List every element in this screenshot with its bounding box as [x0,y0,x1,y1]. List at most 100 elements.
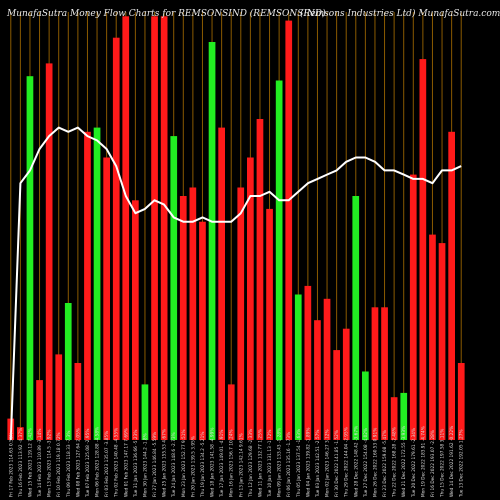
x-tick-label: Fri 23 Dec 2022 159.08 -5.47% [382,430,388,497]
money-flow-bar [429,234,436,440]
money-flow-bar [275,80,283,440]
x-tick-label: Mon 06 Feb 2023 128.88 -4.58% [95,427,101,497]
x-tick-label: Wed 01 Feb 2023 147.17 7.69% [123,428,129,497]
money-flow-bar [64,303,72,440]
x-tick-label: Mon 23 Jan 2023 152.77 9.51% [181,429,187,497]
money-flow-bar [266,208,273,440]
x-tick-label: Wed 04 Jan 2023 139.82 -1.89% [305,428,311,497]
money-flow-bar [84,131,91,441]
x-tick-label: Mon 26 Dec 2022 160.53 0.91% [373,428,379,497]
money-flow-bar [409,174,417,440]
x-tick-label: Wed 11 Jan 2023 132.77 1.25% [258,429,264,497]
x-tick-label: Thu 02 Feb 2023 140.48 -4.55% [114,428,120,498]
x-tick-label: Thu 22 Dec 2022 168.28 -2.48% [392,427,398,498]
money-flow-bar [45,63,53,441]
x-tick-label: Thu 09 Feb 2023 118.33 -7.3% [66,431,72,498]
x-tick-label: Wed 21 Dec 2022 172.55 -3.93% [401,426,407,497]
x-tick-label: Wed 18 Jan 2023 141.58 -4.99% [210,428,216,497]
money-flow-bar [151,16,158,441]
x-tick-label: Mon 09 Jan 2023 133.43 -1.28% [277,428,283,497]
x-tick-label: Wed 28 Dec 2022 148.42 -3.67% [353,426,359,497]
x-tick-label: Fri 10 Feb 2023 119.18 0.72% [56,432,62,497]
money-flow-bar [179,196,187,440]
chart-subtitle: (Remsons Industries Ltd) MunafaSutra.com [300,9,500,19]
bar-series [7,16,465,441]
x-tick-label: Mon 16 Jan 2023 156.7 10.24% [229,429,235,497]
money-flow-bar [294,294,302,440]
money-flow-bar [122,16,130,441]
x-tick-label: Mon 02 Jan 2023 146.27 3.12% [325,429,331,497]
x-tick-label: Thu 19 Jan 2023 134.2 -5.21% [200,432,206,498]
money-flow-bar [304,285,312,440]
money-flow-bar [371,307,379,440]
money-flow-bar [55,354,63,440]
x-tick-label: Mon 19 Dec 2022 183.91 -4.74% [420,426,426,497]
x-tick-label: Wed 14 Dec 2022 191.62 -0.22% [449,426,455,497]
money-flow-bar [218,127,225,440]
x-tick-label: Thu 15 Dec 2022 197.58 3.11% [440,429,446,498]
money-flow-bar [132,200,139,440]
x-tick-label: Tue 24 Jan 2023 148.6 -2.73% [171,432,177,498]
money-flow-bar [256,119,264,440]
money-flow-bar [74,363,82,440]
x-tick-label: Tue 27 Dec 2022 154.08 -4.02% [363,428,369,498]
x-tick-label: Fri 16 Dec 2022 193.07 -2.28% [430,430,436,497]
money-flow-bar [170,136,178,440]
money-flow-bar [457,363,465,440]
money-flow-bar [400,392,408,440]
chart-title: MunafaSutra Money Flow Charts for REMSON… [7,9,326,19]
money-flow-bar [419,59,427,440]
x-tick-label: Mon 13 Feb 2023 114.5 -3.92% [47,430,53,497]
x-tick-label: Fri 27 Jan 2023 146.84 -5.59% [152,432,158,497]
money-flow-bar [285,20,293,440]
money-flow-bar [342,328,350,440]
x-tick-label: Fri 03 Feb 2023 135.07 -3.85% [104,431,110,497]
money-flow-bar [17,427,24,440]
money-flow-bar [390,397,398,440]
money-flow-line-path [9,126,462,441]
money-flow-bar [333,350,340,440]
x-tick-label: Thu 12 Jan 2023 129.68 -2.33% [248,429,254,498]
money-flow-bar [141,384,149,440]
money-flow-bar [208,42,216,440]
money-flow-bar [438,243,446,440]
x-tick-label: Fri 20 Jan 2023 139.5 3.95% [190,436,196,497]
x-tick-label: Fri 13 Jan 2023 142.14 9.61% [238,433,244,497]
x-tick-label: Fri 06 Jan 2023 135.16 -1.73% [286,432,292,497]
money-flow-bar [247,157,254,440]
x-tick-label: Thu 16 Feb 2023 113.92 -4.37% [18,428,24,498]
x-tick-label: Thu 05 Jan 2023 137.54 -1.63% [296,429,302,498]
x-tick-label: Tue 14 Feb 2023 110.89 -3.14% [37,429,43,498]
x-tick-label: Tue 03 Jan 2023 142.51 -2.57% [315,430,321,498]
money-flow-bar [237,187,245,440]
money-flow-bar [26,76,34,440]
money-flow-bar [323,298,331,440]
x-tick-label: Wed 25 Jan 2023 155.53 4.67% [162,429,168,497]
x-tick-label: Wed 08 Feb 2023 127.64 2.05% [75,428,81,497]
x-tick-label: Mon 30 Jan 2023 144.2 -1.8% [143,433,149,497]
x-tick-label: Tue 07 Feb 2023 125.08 -2.95% [85,429,91,498]
x-tick-label: Tue 31 Jan 2023 136.66 -5.23% [133,430,139,498]
money-flow-bar [199,221,206,440]
x-tick-label: Fri 30 Dec 2022 141.85 -1.52% [334,430,340,497]
money-flow-line [9,126,462,441]
money-flow-bar [381,307,388,440]
x-tick-label: Wed 15 Feb 2023 119.12 7.42% [28,428,34,497]
x-tick-label: Thu 29 Dec 2022 144.04 -2.95% [344,427,350,498]
money-flow-bar [112,37,120,440]
money-flow-bar [93,127,101,440]
money-flow-bar [352,196,360,440]
x-tick-label: Fri 17 Feb 2023 114.63 0.51% [8,432,14,497]
money-flow-bar [189,187,197,440]
money-flow-bar [314,320,321,440]
money-flow-bar [227,384,235,440]
x-axis-labels: Fri 17 Feb 2023 114.63 0.51% Thu 16 Feb 2… [8,426,464,498]
money-flow-bar [103,157,110,440]
money-flow-bar [160,16,168,441]
x-tick-label: Tue 17 Jan 2023 149.01 -4.91% [219,430,225,498]
x-tick-label: Tue 13 Dec 2022 192.05 1.27% [459,429,465,498]
money-flow-bar [448,131,455,441]
money-flow-bar [362,371,369,440]
x-tick-label: Tue 10 Jan 2023 131.13 -1.72% [267,430,273,498]
money-flow-bar [36,380,43,440]
